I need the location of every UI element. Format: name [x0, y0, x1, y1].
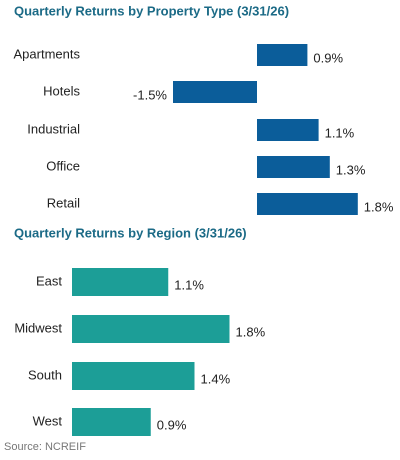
value-label: 0.9%: [313, 50, 343, 65]
category-label: Hotels: [43, 83, 80, 98]
value-label: 1.3%: [336, 162, 366, 177]
category-label: West: [33, 413, 63, 428]
bar: [257, 119, 319, 141]
category-label: Industrial: [27, 121, 80, 136]
bar: [257, 156, 330, 178]
value-label: 1.4%: [201, 371, 231, 386]
bar: [72, 315, 230, 343]
category-label: Midwest: [14, 320, 62, 335]
bar: [257, 44, 308, 66]
bar: [173, 81, 257, 103]
bar: [257, 193, 358, 215]
category-label: South: [28, 367, 62, 382]
value-label: 1.1%: [174, 277, 204, 292]
category-label: East: [36, 273, 62, 288]
category-label: Apartments: [14, 46, 81, 61]
category-label: Office: [46, 158, 80, 173]
chart-title: Quarterly Returns by Property Type (3/31…: [14, 3, 289, 18]
value-label: 1.1%: [325, 125, 355, 140]
category-label: Retail: [47, 195, 80, 210]
value-label: 1.8%: [364, 199, 394, 214]
value-label: -1.5%: [133, 87, 167, 102]
value-label: 0.9%: [157, 417, 187, 432]
bar: [72, 268, 169, 296]
source: Source: NCREIF: [4, 441, 86, 453]
value-label: 1.8%: [236, 324, 266, 339]
bar: [72, 362, 195, 390]
chart-title: Quarterly Returns by Region (3/31/26): [14, 225, 247, 240]
bar: [72, 408, 151, 436]
